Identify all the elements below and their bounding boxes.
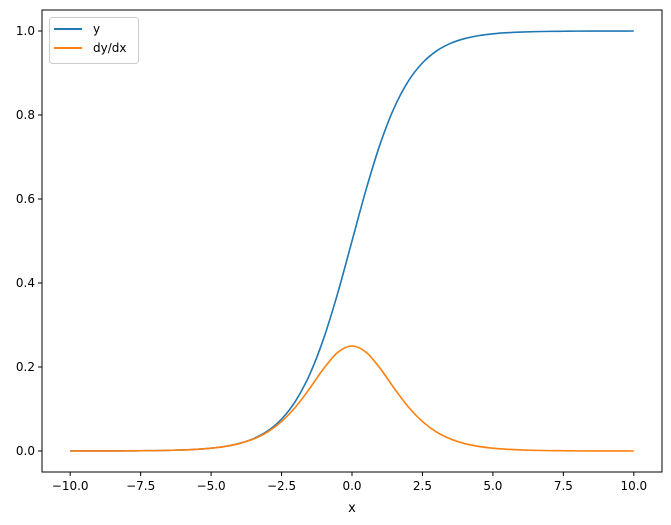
y-tick-label: 0.4 [16,276,35,290]
y-tick-label: 0.6 [16,192,35,206]
legend-label-y: y [93,22,100,36]
plot-lines [70,30,634,452]
x-tick-label: −7.5 [126,479,155,493]
x-axis: −10.0 −7.5 −5.0 −2.5 0.0 2.5 5.0 7.5 10.0 [52,472,647,493]
y-tick-label: 0.0 [16,444,35,458]
x-tick-label: 7.5 [554,479,573,493]
legend-label-dydx: dy/dx [93,41,126,55]
y-tick-label: 1.0 [16,24,35,38]
series-line-y [70,30,634,452]
x-tick-label: 10.0 [620,479,647,493]
x-tick-label: −10.0 [52,479,89,493]
y-axis: 0.0 0.2 0.4 0.6 0.8 1.0 [16,24,42,458]
legend: y dy/dx [49,17,139,64]
series-line-dydx [70,345,634,452]
x-tick-label: −5.0 [197,479,226,493]
y-tick-label: 0.8 [16,108,35,122]
x-tick-label: 5.0 [483,479,502,493]
x-tick-label: −2.5 [267,479,296,493]
x-tick-label: 0.0 [342,479,361,493]
y-tick-label: 0.2 [16,360,35,374]
x-tick-label: 2.5 [413,479,432,493]
x-axis-label: x [348,501,356,516]
